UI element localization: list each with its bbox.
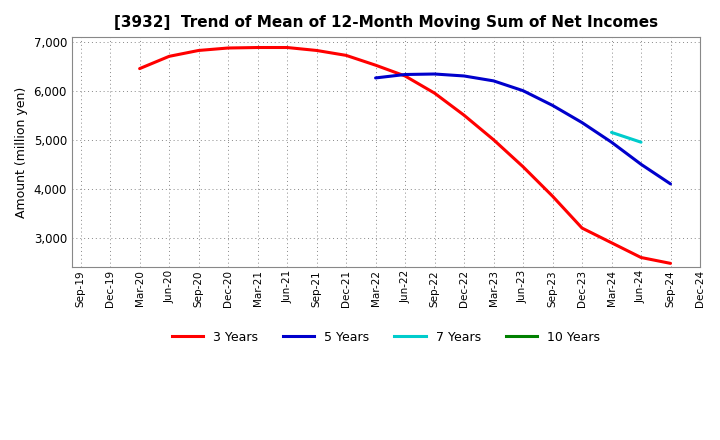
3 Years [253, 45, 262, 50]
3 Years [431, 91, 439, 96]
3 Years [312, 48, 321, 53]
3 Years [548, 194, 557, 199]
5 Years [636, 161, 645, 167]
3 Years [135, 66, 144, 71]
3 Years [372, 62, 380, 68]
Line: 7 Years: 7 Years [611, 132, 641, 142]
3 Years [460, 113, 469, 118]
3 Years [401, 73, 410, 79]
5 Years [548, 103, 557, 108]
7 Years [636, 139, 645, 145]
5 Years [489, 78, 498, 84]
5 Years [577, 120, 586, 125]
5 Years [460, 73, 469, 79]
Line: 3 Years: 3 Years [140, 48, 670, 264]
Title: [3932]  Trend of Mean of 12-Month Moving Sum of Net Incomes: [3932] Trend of Mean of 12-Month Moving … [114, 15, 658, 30]
3 Years [577, 225, 586, 231]
5 Years [401, 72, 410, 77]
5 Years [607, 139, 616, 145]
Line: 5 Years: 5 Years [376, 74, 670, 184]
3 Years [283, 45, 292, 50]
3 Years [224, 45, 233, 51]
3 Years [342, 53, 351, 58]
Legend: 3 Years, 5 Years, 7 Years, 10 Years: 3 Years, 5 Years, 7 Years, 10 Years [167, 326, 605, 348]
3 Years [607, 240, 616, 246]
3 Years [518, 164, 527, 169]
Y-axis label: Amount (million yen): Amount (million yen) [15, 86, 28, 218]
3 Years [666, 261, 675, 266]
3 Years [489, 137, 498, 143]
5 Years [431, 71, 439, 77]
3 Years [194, 48, 203, 53]
3 Years [165, 54, 174, 59]
3 Years [636, 255, 645, 260]
7 Years [607, 130, 616, 135]
5 Years [372, 75, 380, 81]
5 Years [666, 181, 675, 187]
5 Years [518, 88, 527, 93]
